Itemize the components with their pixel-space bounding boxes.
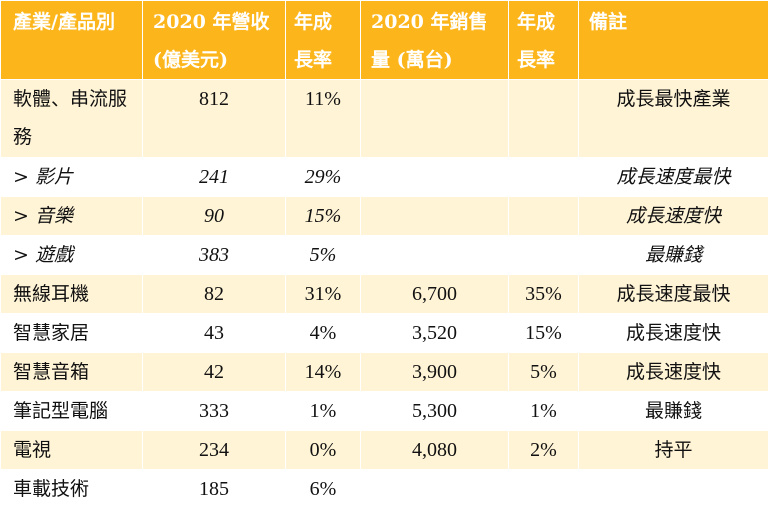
row-units-growth bbox=[508, 469, 579, 509]
row-units bbox=[360, 235, 509, 275]
table-row: 智慧家居 43 4% 3,520 15% 成長速度快 bbox=[0, 313, 768, 353]
row-units: 3,520 bbox=[360, 313, 509, 353]
row-units-growth: 15% bbox=[508, 313, 579, 353]
header-units: 2020 年銷售量 (萬台) bbox=[360, 0, 509, 80]
row-revenue-growth: 15% bbox=[285, 196, 361, 236]
header-note: 備註 bbox=[578, 0, 768, 80]
row-revenue: 185 bbox=[142, 469, 286, 509]
table-row: > 影片 241 29% 成長速度最快 bbox=[0, 157, 768, 197]
row-name: 智慧音箱 bbox=[0, 352, 143, 392]
row-revenue-growth: 1% bbox=[285, 391, 361, 431]
row-units: 4,080 bbox=[360, 430, 509, 470]
row-note: 成長速度快 bbox=[578, 352, 768, 392]
row-units-growth bbox=[508, 235, 579, 275]
row-revenue-growth: 6% bbox=[285, 469, 361, 509]
row-name: 無線耳機 bbox=[0, 274, 143, 314]
header-units-growth: 年成 長率 bbox=[508, 0, 579, 80]
row-name: > 影片 bbox=[0, 157, 143, 197]
row-units-growth: 2% bbox=[508, 430, 579, 470]
row-revenue-growth: 11% bbox=[285, 79, 361, 158]
row-revenue: 241 bbox=[142, 157, 286, 197]
header-revenue: 2020 年營收 (億美元) bbox=[142, 0, 286, 80]
row-revenue-growth: 29% bbox=[285, 157, 361, 197]
table-row: > 音樂 90 15% 成長速度快 bbox=[0, 196, 768, 236]
row-units: 5,300 bbox=[360, 391, 509, 431]
table-row: 智慧音箱 42 14% 3,900 5% 成長速度快 bbox=[0, 352, 768, 392]
row-units-growth bbox=[508, 196, 579, 236]
row-revenue: 234 bbox=[142, 430, 286, 470]
table-row: 筆記型電腦 333 1% 5,300 1% 最賺錢 bbox=[0, 391, 768, 431]
header-industry: 產業/產品別 bbox=[0, 0, 143, 80]
header-row: 產業/產品別 2020 年營收 (億美元) 年成 長率 2020 年銷售量 (萬台)… bbox=[0, 0, 768, 80]
row-name: 智慧家居 bbox=[0, 313, 143, 353]
row-units-growth bbox=[508, 79, 579, 158]
row-name: 電視 bbox=[0, 430, 143, 470]
row-revenue: 812 bbox=[142, 79, 286, 158]
table-row: 車載技術 185 6% bbox=[0, 469, 768, 509]
row-revenue: 333 bbox=[142, 391, 286, 431]
row-revenue: 42 bbox=[142, 352, 286, 392]
row-units: 3,900 bbox=[360, 352, 509, 392]
row-note bbox=[578, 469, 768, 509]
row-units bbox=[360, 79, 509, 158]
table-row: 電視 234 0% 4,080 2% 持平 bbox=[0, 430, 768, 470]
row-revenue-growth: 0% bbox=[285, 430, 361, 470]
table-row: 軟體、串流服務 812 11% 成長最快產業 bbox=[0, 79, 768, 158]
row-units bbox=[360, 196, 509, 236]
header-revenue-growth: 年成 長率 bbox=[285, 0, 361, 80]
row-note: 持平 bbox=[578, 430, 768, 470]
row-note: 成長速度最快 bbox=[578, 274, 768, 314]
row-note: 最賺錢 bbox=[578, 391, 768, 431]
table-row: 無線耳機 82 31% 6,700 35% 成長速度最快 bbox=[0, 274, 768, 314]
row-name: 筆記型電腦 bbox=[0, 391, 143, 431]
row-name: > 音樂 bbox=[0, 196, 143, 236]
row-note: 成長速度快 bbox=[578, 196, 768, 236]
table-row: > 遊戲 383 5% 最賺錢 bbox=[0, 235, 768, 275]
row-name: 車載技術 bbox=[0, 469, 143, 509]
row-revenue-growth: 4% bbox=[285, 313, 361, 353]
row-name: > 遊戲 bbox=[0, 235, 143, 275]
row-units-growth: 1% bbox=[508, 391, 579, 431]
row-units bbox=[360, 469, 509, 509]
row-revenue-growth: 14% bbox=[285, 352, 361, 392]
row-units-growth: 35% bbox=[508, 274, 579, 314]
row-revenue: 90 bbox=[142, 196, 286, 236]
row-units-growth bbox=[508, 157, 579, 197]
row-units-growth: 5% bbox=[508, 352, 579, 392]
row-revenue: 82 bbox=[142, 274, 286, 314]
row-units bbox=[360, 157, 509, 197]
row-revenue: 43 bbox=[142, 313, 286, 353]
row-revenue-growth: 31% bbox=[285, 274, 361, 314]
row-units: 6,700 bbox=[360, 274, 509, 314]
row-revenue: 383 bbox=[142, 235, 286, 275]
row-note: 成長速度最快 bbox=[578, 157, 768, 197]
row-revenue-growth: 5% bbox=[285, 235, 361, 275]
row-note: 成長最快產業 bbox=[578, 79, 768, 158]
row-name: 軟體、串流服務 bbox=[0, 79, 143, 158]
row-note: 最賺錢 bbox=[578, 235, 768, 275]
row-note: 成長速度快 bbox=[578, 313, 768, 353]
